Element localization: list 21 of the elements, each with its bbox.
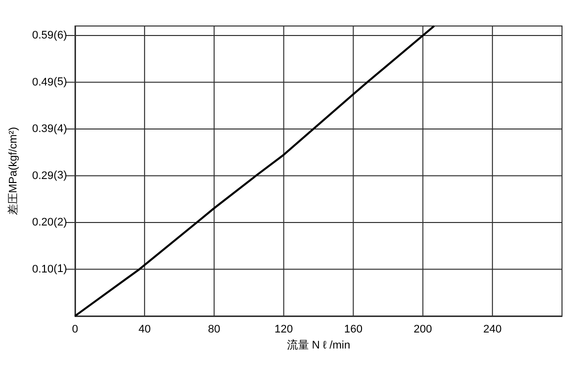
y2-tick-label: (6) (54, 29, 67, 42)
y-tick-label: 0.29 (32, 170, 54, 182)
y2-tick-label: (4) (54, 122, 67, 135)
y2-tick-label: (3) (54, 170, 67, 182)
x-tick-label: 120 (274, 324, 293, 336)
x-axis-title: 流量 N ℓ /min (286, 338, 350, 352)
y-tick-label: 0.10 (32, 263, 54, 276)
y-axis-title: 差圧MPa(kgf/cm²) (8, 127, 20, 215)
y-tick-label: 0.39 (32, 123, 54, 136)
y-tick-label: 0.49 (32, 76, 54, 88)
y2-tick-label: (1) (54, 263, 67, 276)
y-tick-label: 0.59 (32, 30, 54, 42)
x-tick-label: 40 (138, 324, 151, 336)
y-tick-label: 0.20 (32, 216, 54, 229)
y2-tick-label: (5) (54, 76, 67, 88)
x-tick-label: 80 (208, 324, 220, 336)
x-tick-label: 240 (483, 324, 502, 336)
x-tick-label: 160 (344, 324, 362, 336)
x-tick-label: 0 (72, 324, 78, 336)
x-tick-label: 200 (414, 324, 432, 336)
y2-tick-label: (2) (54, 216, 67, 228)
